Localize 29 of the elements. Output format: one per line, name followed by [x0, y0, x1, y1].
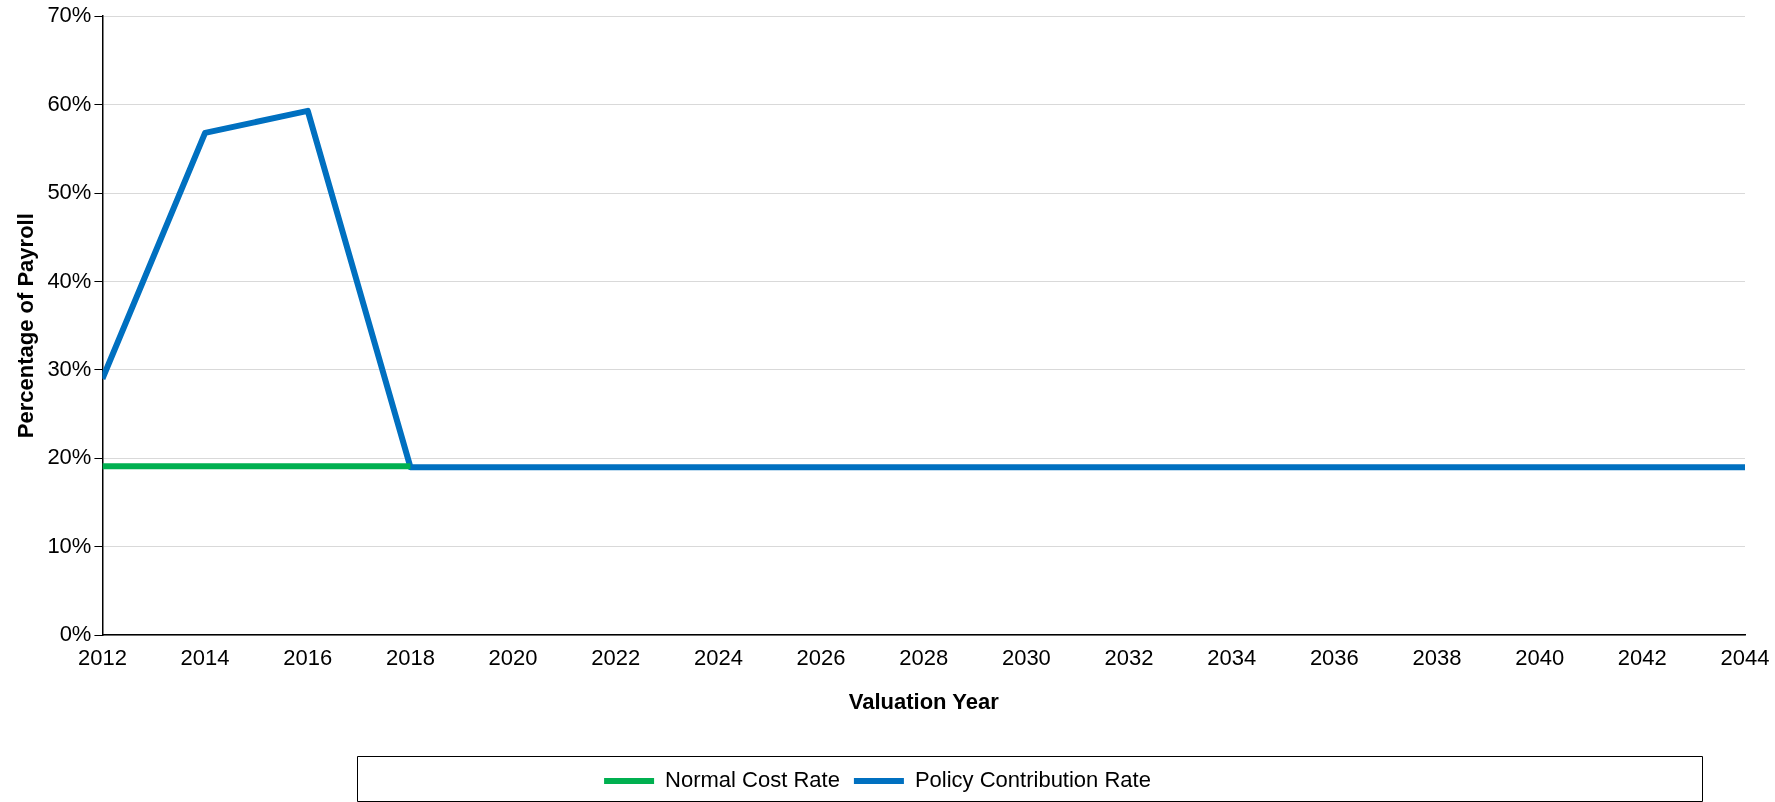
x-tick-label: 2024 [693, 645, 743, 671]
y-tick-label: 0% [59, 621, 92, 647]
x-tick-label: 2026 [796, 645, 846, 671]
x-axis-title: Valuation Year [848, 688, 1000, 714]
y-tick-label: 60% [47, 90, 92, 116]
x-tick-label: 2012 [77, 645, 127, 671]
y-axis-title: Percentage of Payroll [13, 213, 39, 439]
x-tick-label: 2032 [1104, 645, 1154, 671]
x-tick-label: 2040 [1515, 645, 1565, 671]
legend-label: Policy Contribution Rate [914, 767, 1151, 793]
legend-label: Normal Cost Rate [665, 767, 840, 793]
x-tick-label: 2018 [385, 645, 435, 671]
y-tick-label: 10% [47, 532, 92, 558]
y-tick-label: 30% [47, 355, 92, 381]
x-tick-label: 2030 [1001, 645, 1051, 671]
x-tick-label: 2036 [1309, 645, 1359, 671]
x-tick-label: 2042 [1617, 645, 1667, 671]
x-tick-label: 2014 [180, 645, 230, 671]
y-tick-label: 70% [47, 2, 92, 28]
x-tick-label: 2038 [1412, 645, 1462, 671]
x-tick-label: 2044 [1720, 645, 1770, 671]
y-tick-label: 40% [47, 267, 92, 293]
x-tick-label: 2022 [591, 645, 641, 671]
x-tick-label: 2034 [1207, 645, 1257, 671]
y-tick-label: 20% [47, 444, 92, 470]
x-tick-label: 2028 [899, 645, 949, 671]
x-tick-label: 2016 [283, 645, 333, 671]
x-tick-label: 2020 [488, 645, 538, 671]
y-tick-label: 50% [47, 179, 92, 205]
